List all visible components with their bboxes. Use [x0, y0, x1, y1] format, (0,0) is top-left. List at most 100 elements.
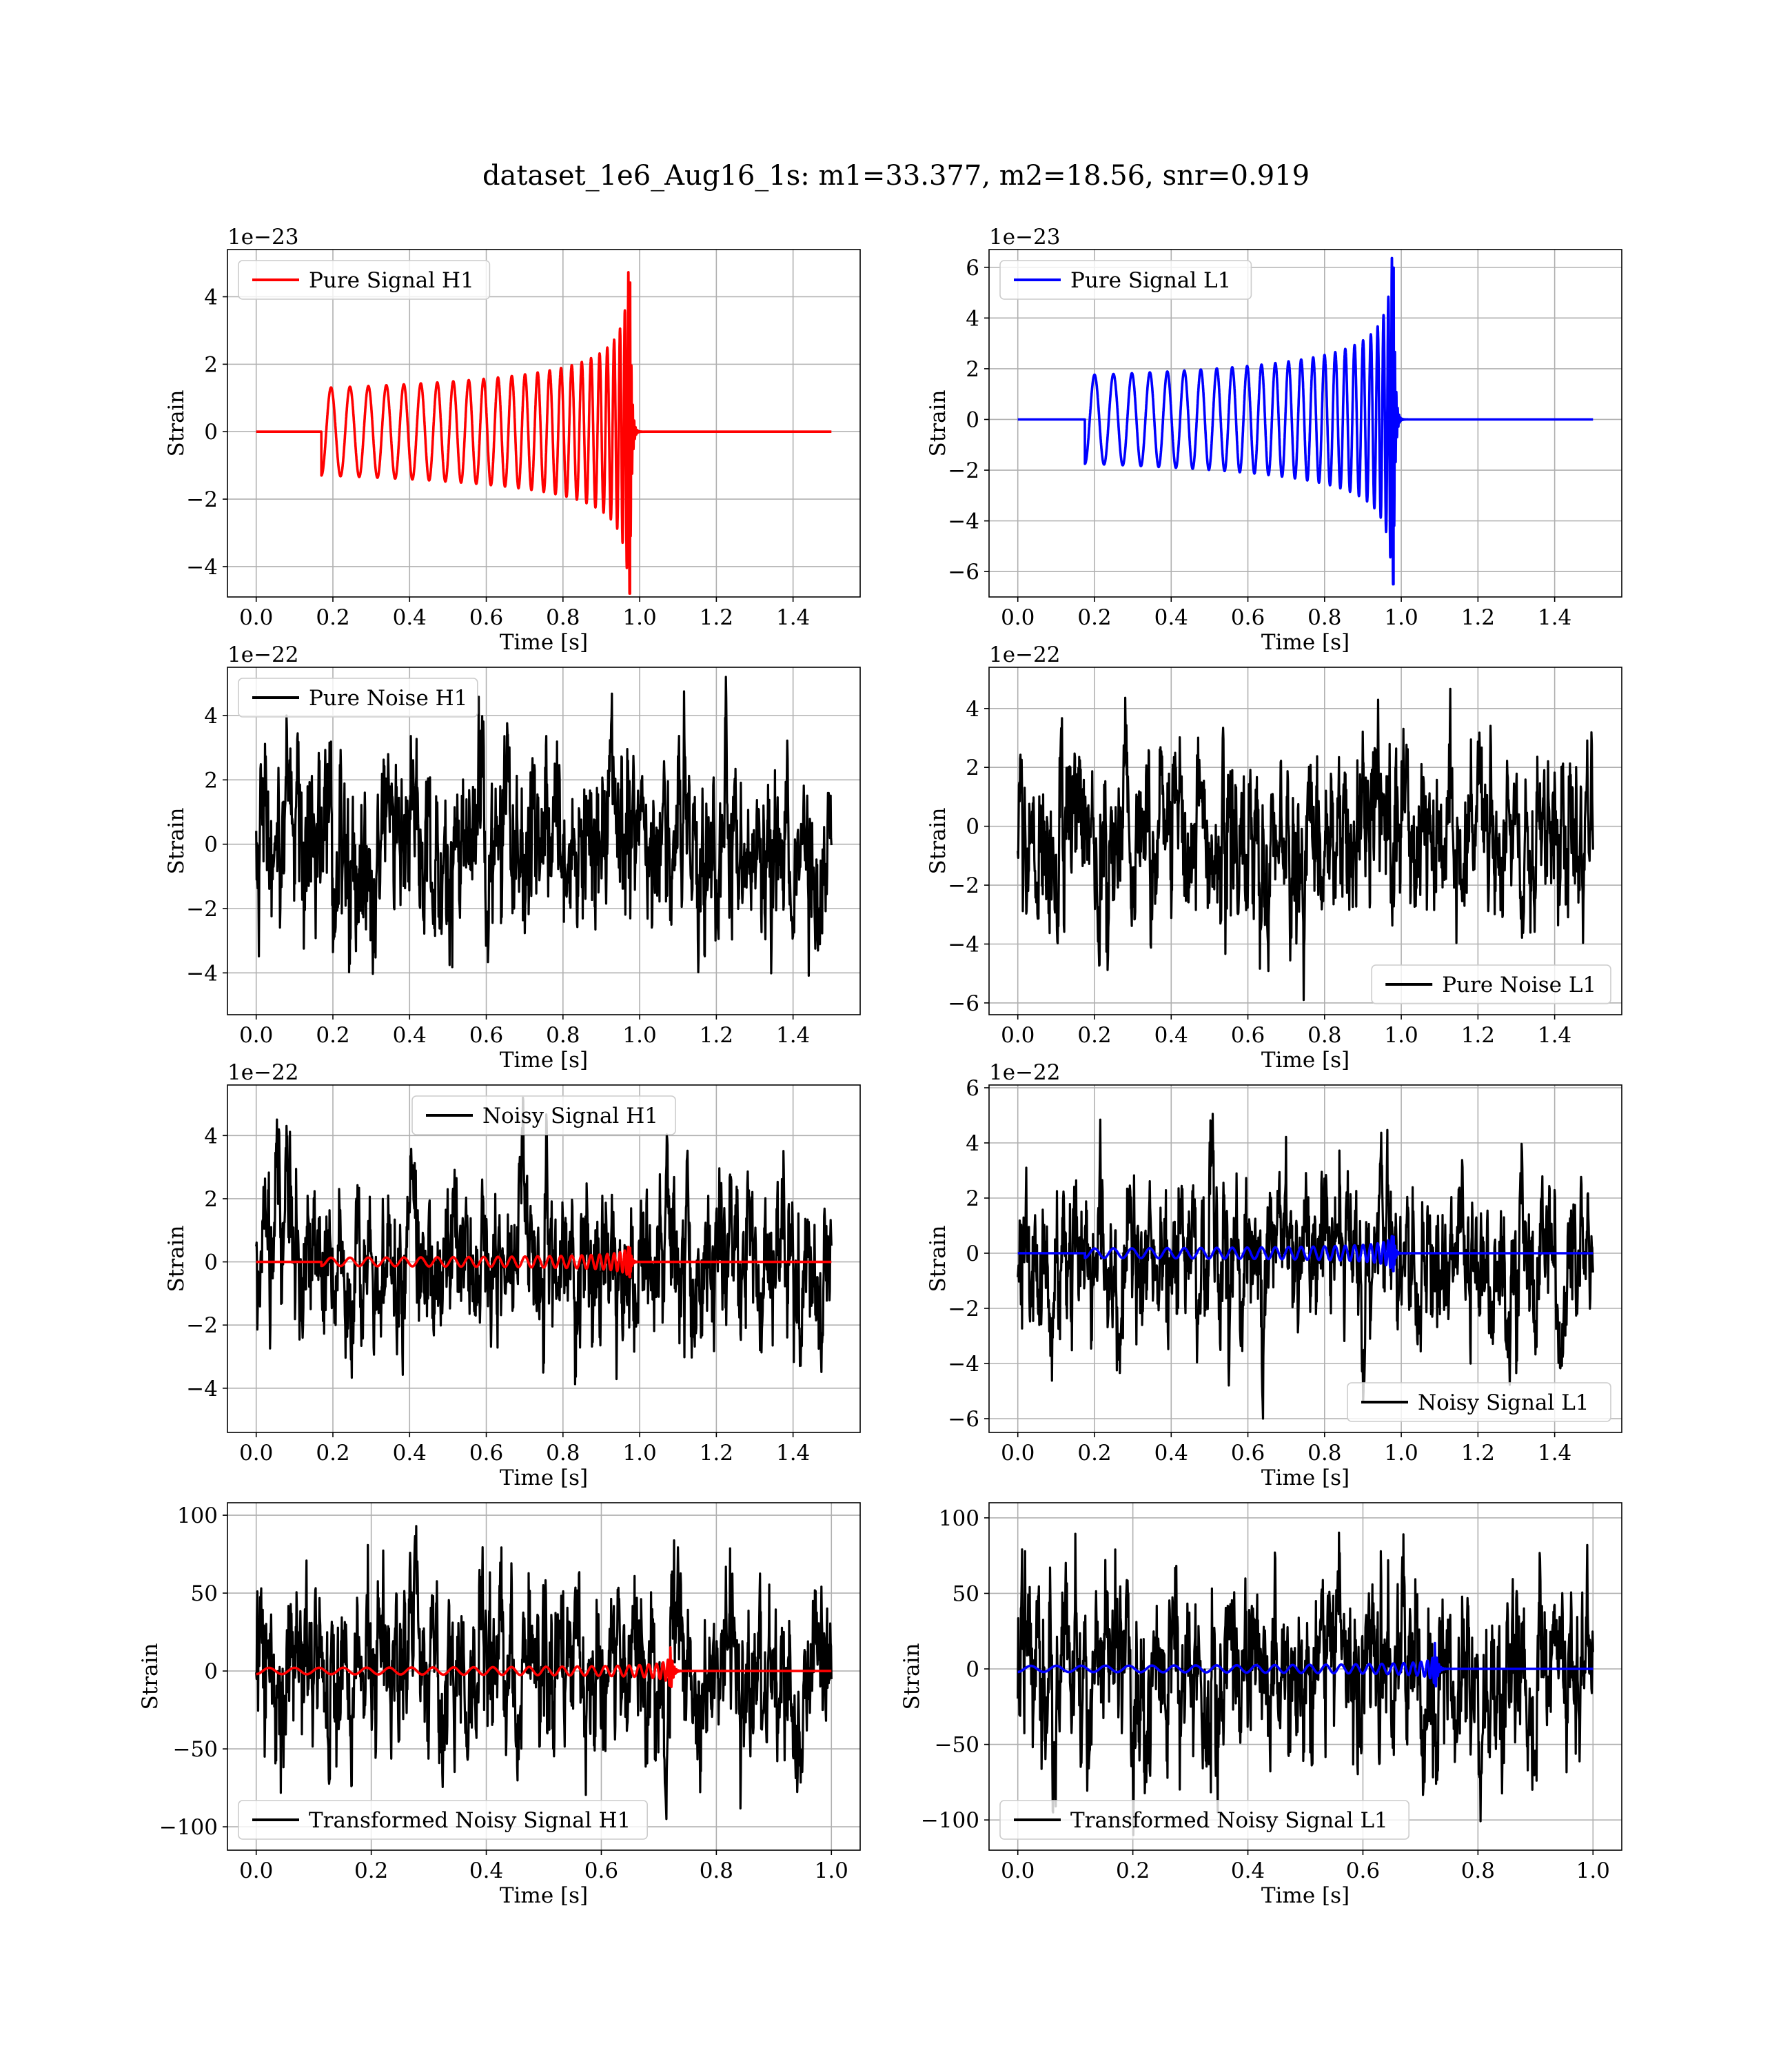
- x-axis-label: Time [s]: [500, 1883, 588, 1908]
- series-line-signal: [1017, 1235, 1594, 1273]
- x-tick-label: 0.2: [1116, 1858, 1150, 1883]
- x-tick-label: 0.6: [1231, 1441, 1265, 1466]
- legend-box: [238, 678, 478, 718]
- legend-label: Transformed Noisy Signal L1: [1070, 1808, 1388, 1833]
- y-tick-label: −4: [948, 932, 979, 957]
- x-tick-label: 0.2: [1077, 1441, 1111, 1466]
- x-tick-label: 0.2: [1077, 605, 1111, 630]
- axes-frame: [227, 249, 861, 598]
- x-tick-label: 0.8: [1461, 1858, 1495, 1883]
- subplot-transformed-noisy-signal-l1: 0.0 0.2 0.4 0.6 0.8 1.0 −100 −50 0 50 100 Time [s] S…: [899, 1502, 1622, 1908]
- x-tick-label: 0.4: [393, 605, 427, 630]
- x-tick-label: 0.4: [469, 1858, 503, 1883]
- axis-offset-text: 1e−23: [989, 225, 1061, 250]
- subplot-transformed-noisy-signal-h1: 0.0 0.2 0.4 0.6 0.8 1.0 −100 −50 0 50 100 Time [s] S…: [138, 1502, 861, 1908]
- x-tick-label: 0.0: [239, 1441, 273, 1466]
- axes-frame: [227, 667, 861, 1015]
- axis-offset-text: 1e−22: [989, 642, 1061, 667]
- subplot-pure-noise-h1: 0.0 0.2 0.4 0.6 0.8 1.0 1.2 1.4 −4 −2 0 2 4 Time [s] S…: [164, 642, 861, 1073]
- x-tick-label: 0.0: [1001, 605, 1035, 630]
- x-tick-label: 0.6: [469, 1441, 503, 1466]
- subplot-grid: 0.0 0.2 0.4 0.6 0.8 1.0 1.2 1.4 −4 −2 0 2 4 Time [s] S…: [138, 225, 1622, 1908]
- x-tick-label: 0.8: [546, 605, 580, 630]
- x-tick-label: 1.0: [622, 1441, 656, 1466]
- y-tick-label: 0: [204, 833, 218, 858]
- axes-frame: [227, 1502, 861, 1851]
- subplot-noisy-signal-h1: 0.0 0.2 0.4 0.6 0.8 1.0 1.2 1.4 −4 −2 0 2 4 Time [s] S…: [164, 1060, 861, 1490]
- x-tick-label: 0.8: [700, 1858, 733, 1883]
- y-axis-label: Strain: [926, 390, 950, 457]
- x-tick-label: 1.2: [1461, 1441, 1495, 1466]
- y-tick-label: 4: [966, 697, 979, 722]
- x-tick-label: 0.2: [316, 1441, 349, 1466]
- y-tick-label: 0: [966, 1657, 979, 1682]
- x-tick-label: 1.2: [700, 1441, 733, 1466]
- x-axis-label: Time [s]: [1261, 1466, 1350, 1490]
- x-tick-label: 1.4: [776, 1023, 810, 1048]
- axes-frame: [227, 1084, 861, 1433]
- series-line-signal: [255, 1246, 833, 1279]
- x-tick-label: 0.4: [1231, 1858, 1265, 1883]
- y-tick-label: −4: [948, 1352, 979, 1377]
- series-line-signal: [255, 1646, 833, 1688]
- plot-area: [255, 1525, 833, 1821]
- y-tick-label: −2: [948, 873, 979, 898]
- legend-label: Transformed Noisy Signal H1: [309, 1808, 631, 1833]
- x-tick-label: 1.0: [1384, 1441, 1418, 1466]
- legend: Pure Signal H1: [238, 260, 491, 300]
- x-tick-label: 0.6: [469, 605, 503, 630]
- x-tick-label: 0.8: [546, 1441, 580, 1466]
- y-tick-label: 2: [966, 756, 979, 780]
- y-tick-label: −100: [159, 1815, 218, 1840]
- plot-area: [1017, 256, 1594, 586]
- y-tick-label: −4: [948, 509, 979, 534]
- x-axis-label: Time [s]: [1261, 1883, 1350, 1908]
- x-tick-label: 1.4: [776, 1441, 810, 1466]
- legend-label: Noisy Signal H1: [482, 1104, 658, 1128]
- y-tick-label: 2: [966, 1186, 979, 1211]
- legend-label: Pure Signal L1: [1070, 268, 1231, 293]
- y-tick-label: 0: [204, 1250, 218, 1275]
- x-tick-label: 0.6: [1346, 1858, 1380, 1883]
- legend-label: Pure Noise H1: [309, 686, 467, 711]
- legend-box: [238, 260, 491, 300]
- legend: Noisy Signal H1: [411, 1095, 676, 1135]
- legend-box: [1371, 964, 1611, 1004]
- y-tick-label: 0: [966, 1241, 979, 1266]
- legend: Pure Noise L1: [1371, 964, 1611, 1004]
- y-tick-label: 4: [204, 1124, 218, 1148]
- y-tick-label: 6: [966, 256, 979, 281]
- y-tick-label: −2: [186, 487, 218, 512]
- y-tick-label: 100: [939, 1506, 979, 1531]
- x-tick-label: 0.4: [1154, 605, 1188, 630]
- x-tick-label: 0.6: [1231, 1023, 1265, 1048]
- y-tick-label: 0: [966, 407, 979, 432]
- y-tick-label: −100: [921, 1808, 979, 1833]
- y-tick-label: 50: [191, 1581, 218, 1606]
- x-tick-label: 1.0: [1576, 1858, 1610, 1883]
- x-tick-label: 1.2: [1461, 605, 1495, 630]
- x-tick-label: 1.4: [1538, 605, 1571, 630]
- x-tick-label: 1.2: [700, 1023, 733, 1048]
- x-tick-label: 0.0: [1001, 1023, 1035, 1048]
- axis-offset-text: 1e−23: [227, 225, 299, 250]
- x-tick-label: 1.0: [815, 1858, 848, 1883]
- axis-offset-text: 1e−22: [989, 1060, 1061, 1085]
- x-tick-label: 1.0: [1384, 1023, 1418, 1048]
- legend-label: Noisy Signal L1: [1418, 1390, 1589, 1415]
- x-tick-label: 0.2: [1077, 1023, 1111, 1048]
- legend: Pure Noise H1: [238, 678, 478, 718]
- y-tick-label: −4: [186, 555, 218, 580]
- y-axis-label: Strain: [899, 1643, 924, 1710]
- x-tick-label: 0.0: [1001, 1858, 1035, 1883]
- x-tick-label: 0.0: [239, 1023, 273, 1048]
- plot-area: [1017, 687, 1594, 1002]
- x-tick-label: 0.6: [1231, 605, 1265, 630]
- y-tick-label: −6: [948, 1407, 979, 1432]
- y-tick-label: 2: [204, 1187, 218, 1212]
- x-axis-label: Time [s]: [500, 1466, 588, 1490]
- series-line-noise: [255, 1525, 833, 1821]
- x-tick-label: 0.0: [1001, 1441, 1035, 1466]
- y-axis-label: Strain: [164, 808, 189, 875]
